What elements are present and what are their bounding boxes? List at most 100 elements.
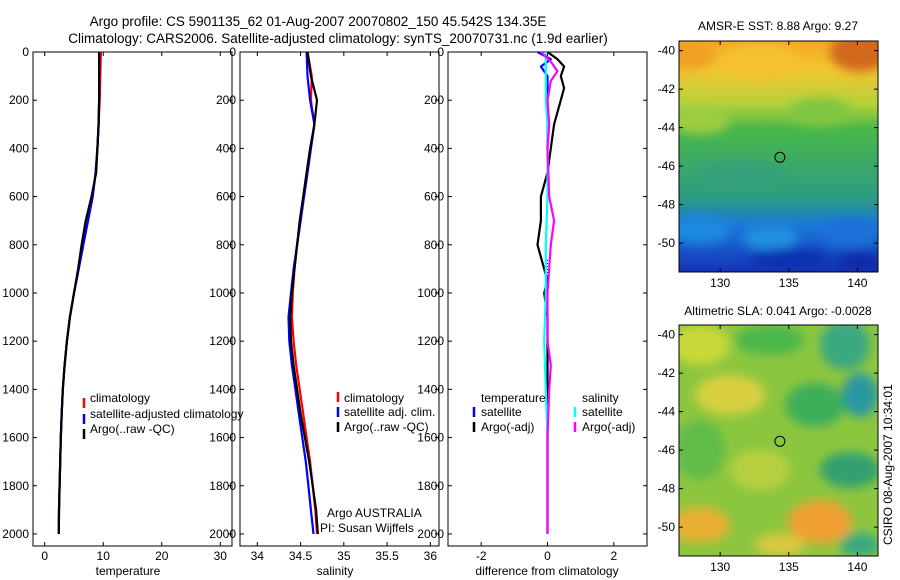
x-tick-label: 34 (251, 549, 265, 563)
salinity-axes-frame (239, 51, 440, 547)
temperature-xlabel: temperature (96, 564, 161, 578)
x-tick-label: 135 (779, 560, 799, 574)
legend-label-satellite: satellite-adjusted climatology (90, 407, 243, 421)
sla-map-panel: Altimetric SLA: 0.041 Argo: -0.0028 -4 (658, 304, 879, 574)
series-line-climatology (57, 51, 102, 535)
legend-label-temp-satellite: satellite (481, 405, 522, 419)
y-tick-label: 200 (424, 93, 444, 107)
series-line-salinity-argo-adj- (540, 51, 559, 534)
series-line-argo-raw-qc- (289, 51, 319, 535)
x-tick-label: -2 (476, 549, 487, 563)
y-tick-label: 1000 (2, 286, 29, 300)
legend-label-climatology: climatology (90, 391, 150, 405)
y-tick-label: -40 (658, 44, 676, 58)
y-tick-label: 0 (22, 45, 29, 59)
sst-heatmap (679, 41, 878, 272)
difference-panel: 0 200 400 600 800 1000 1200 1400 1600 1800 2000 -2… (417, 45, 648, 578)
x-tick-label: 130 (710, 560, 730, 574)
x-tick-label: 35 (337, 549, 351, 563)
y-tick-label: -50 (658, 236, 676, 250)
y-tick-label: 1200 (2, 334, 29, 348)
legend-title-salinity: salinity (582, 391, 619, 405)
y-tick-label: 800 (424, 238, 444, 252)
y-tick-label: 200 (216, 93, 236, 107)
salinity-panel: 0 200 400 600 800 1000 1200 1400 1600 1800 2000 34… (209, 45, 440, 578)
x-tick-label: 20 (155, 549, 169, 563)
series-line-climatology (290, 51, 319, 535)
y-tick-label: 1000 (417, 286, 444, 300)
legend-label-argo: Argo(..raw -QC) (90, 422, 175, 436)
x-tick-label: 0 (41, 549, 48, 563)
y-tick-label: 1200 (417, 334, 444, 348)
series-line-satellite-adjusted-climatology (57, 52, 101, 535)
y-tick-label: -48 (658, 482, 676, 496)
x-tick-label: 135 (779, 276, 799, 290)
difference-legend: temperature salinity satellite Argo(-adj… (472, 391, 635, 434)
y-tick-label: 1800 (2, 479, 29, 493)
legend-label-sal-argo: Argo(-adj) (582, 420, 635, 434)
y-tick-label: -44 (658, 121, 676, 135)
y-tick-label: 1800 (209, 479, 236, 493)
y-tick-label: 600 (424, 190, 444, 204)
x-tick-label: 0 (544, 549, 551, 563)
series-line-argo-raw-qc- (57, 52, 101, 535)
y-tick-label: 2000 (417, 527, 444, 541)
figure-title-line1: Argo profile: CS 5901135_62 01-Aug-2007 … (90, 14, 547, 29)
y-tick-label: 1000 (209, 286, 236, 300)
y-tick-label: -40 (658, 328, 676, 342)
y-tick-label: 400 (9, 141, 29, 155)
y-tick-label: 2000 (209, 527, 236, 541)
x-tick-label: 30 (214, 549, 228, 563)
x-tick-label: 34.5 (289, 549, 313, 563)
pi-label: PI: Susan Wijffels (320, 521, 414, 535)
y-tick-label: 800 (216, 238, 236, 252)
x-tick-label: 10 (97, 549, 111, 563)
series-line-temperature-argo-adj- (536, 51, 566, 534)
legend-label-satellite: satellite adj. clim. (344, 405, 435, 419)
y-tick-label: -50 (658, 520, 676, 534)
x-tick-label: 36 (424, 549, 438, 563)
y-tick-label: -42 (658, 82, 676, 96)
y-tick-label: -46 (658, 159, 676, 173)
sst-map-panel: AMSR-E SST: 8.88 Argo: 9.27 -40 -42 -44 -46… (658, 19, 879, 290)
y-tick-label: 1600 (2, 431, 29, 445)
legend-title-temperature: temperature (481, 391, 546, 405)
y-tick-label: 1600 (417, 431, 444, 445)
difference-xlabel: difference from climatology (475, 564, 618, 578)
y-tick-label: 1400 (417, 382, 444, 396)
y-tick-label: 1200 (209, 334, 236, 348)
y-tick-label: 1400 (2, 382, 29, 396)
argo-agency-label: Argo AUSTRALIA (327, 506, 422, 520)
y-tick-label: 1600 (209, 431, 236, 445)
temperature-legend: climatology satellite-adjusted climatolo… (82, 391, 243, 439)
y-tick-label: 400 (424, 141, 444, 155)
salinity-legend: climatology satellite adj. clim. Argo(..… (336, 391, 435, 434)
sla-argo-location-marker (774, 435, 786, 447)
y-tick-label: 600 (216, 190, 236, 204)
y-tick-label: 1400 (209, 382, 236, 396)
temperature-axes-frame (32, 51, 233, 547)
csiro-timestamp: CSIRO 08-Aug-2007 10:34:01 (881, 384, 895, 545)
y-tick-label: -44 (658, 405, 676, 419)
y-tick-label: 0 (229, 45, 236, 59)
sla-heatmap (679, 325, 878, 556)
x-tick-label: 140 (847, 276, 867, 290)
x-tick-label: 140 (847, 560, 867, 574)
sst-map-frame (678, 40, 879, 273)
y-tick-label: -42 (658, 366, 676, 380)
legend-label-argo: Argo(..raw -QC) (344, 420, 429, 434)
sst-map-title: AMSR-E SST: 8.88 Argo: 9.27 (698, 19, 858, 33)
y-tick-label: 400 (216, 141, 236, 155)
y-tick-label: -48 (658, 198, 676, 212)
x-tick-label: 2 (610, 549, 617, 563)
sla-map-frame (678, 324, 879, 557)
x-tick-label: 130 (710, 276, 730, 290)
legend-label-climatology: climatology (344, 391, 404, 405)
sla-map-title: Altimetric SLA: 0.041 Argo: -0.0028 (684, 304, 872, 318)
y-tick-label: 200 (9, 93, 29, 107)
y-tick-label: 1800 (417, 479, 444, 493)
y-tick-label: 0 (437, 45, 444, 59)
sst-argo-location-marker (774, 151, 786, 163)
